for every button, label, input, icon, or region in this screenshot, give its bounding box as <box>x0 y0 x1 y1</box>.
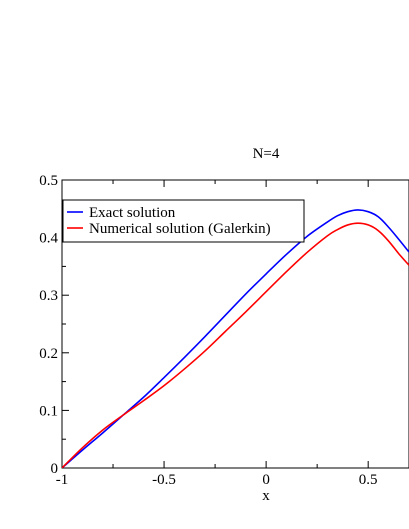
legend-label-exact: Exact solution <box>89 205 176 221</box>
x-axis-label: x <box>262 488 270 504</box>
y-tick-label: 0.5 <box>39 173 58 189</box>
legend-label-numerical: Numerical solution (Galerkin) <box>89 221 271 237</box>
y-tick-label: 0.1 <box>39 403 58 419</box>
series-line-exact <box>62 209 409 468</box>
x-tick-label: 0.5 <box>359 472 378 488</box>
x-tick-label: -1 <box>56 472 69 488</box>
y-tick-label: 0 <box>51 461 59 477</box>
x-tick-label: -0.5 <box>152 472 176 488</box>
y-tick-label: 0.4 <box>39 231 58 247</box>
series-line-numerical <box>62 222 409 468</box>
x-tick-label: 0 <box>262 472 270 488</box>
y-tick-label: 0.2 <box>39 346 58 362</box>
legend-box <box>62 199 305 243</box>
chart-title: N=4 <box>253 146 280 162</box>
y-tick-label: 0.3 <box>39 288 58 304</box>
